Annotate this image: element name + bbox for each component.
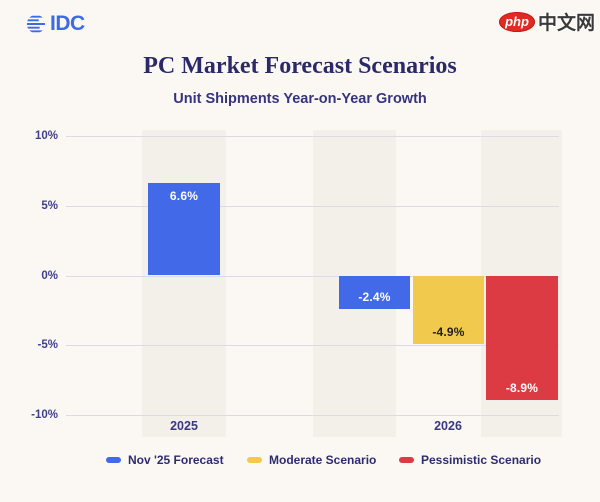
legend-label: Pessimistic Scenario <box>421 453 542 467</box>
legend-swatch-nov-25-forecast <box>106 457 121 463</box>
bar-2026-pessimistic-scenario: -8.9% <box>486 275 558 400</box>
gridline-5 <box>66 345 559 347</box>
bar-value-label: 6.6% <box>169 189 199 204</box>
idc-logo-text: IDC <box>50 12 85 35</box>
legend-label: Moderate Scenario <box>269 453 377 467</box>
y-axis-tick-5: -5% <box>37 339 58 352</box>
php-badge: php <box>498 11 535 32</box>
y-axis-tick-0: 0% <box>41 269 58 282</box>
legend-item-nov-25-forecast: Nov '25 Forecast <box>106 452 224 468</box>
x-axis-label-2025: 2025 <box>170 419 198 433</box>
gridline-5 <box>66 205 559 207</box>
y-axis-tick-10: 10% <box>34 130 58 142</box>
bar-value-label: -2.4% <box>358 289 391 304</box>
bar-value-label: -4.9% <box>432 324 465 339</box>
legend-item-moderate-scenario: Moderate Scenario <box>247 452 376 468</box>
site-watermark: php 中文网 <box>498 8 595 35</box>
idc-logo: IDC <box>25 13 85 35</box>
gridline-10 <box>66 136 559 137</box>
bar-value-label: -8.9% <box>505 380 539 395</box>
bar-2026-moderate-scenario: -4.9% <box>413 275 484 344</box>
y-axis-tick-10: -10% <box>31 409 58 421</box>
bar-2026-nov-25-forecast: -2.4% <box>339 275 410 309</box>
y-axis-tick-5: 5% <box>41 199 58 212</box>
gridline-10 <box>66 415 559 416</box>
chart-title: PC Market Forecast Scenarios <box>143 53 457 79</box>
background-band <box>142 130 226 437</box>
globe-icon <box>25 13 47 35</box>
gridline-0 <box>66 275 559 277</box>
watermark-site-name: 中文网 <box>537 13 595 34</box>
legend-swatch-pessimistic-scenario <box>399 457 414 463</box>
legend-item-pessimistic-scenario: Pessimistic Scenario <box>399 452 541 468</box>
x-axis-label-2026: 2026 <box>434 419 462 433</box>
legend-swatch-moderate-scenario <box>247 457 262 463</box>
legend-label: Nov '25 Forecast <box>128 453 224 467</box>
bar-2025-nov-25-forecast: 6.6% <box>148 183 220 276</box>
chart-subtitle: Unit Shipments Year-on-Year Growth <box>173 91 427 107</box>
